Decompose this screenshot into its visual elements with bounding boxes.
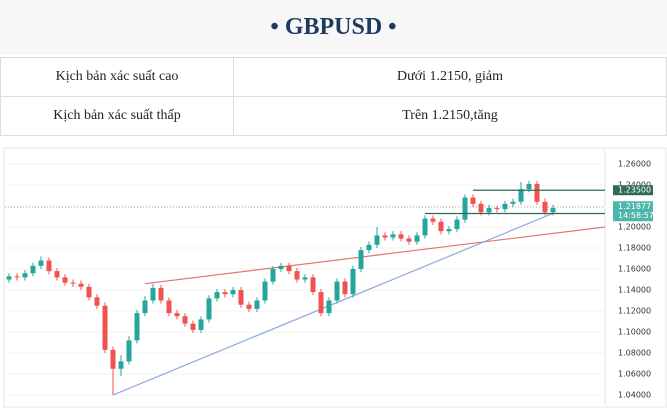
candle-body	[214, 292, 220, 299]
trendline	[112, 212, 554, 396]
candle-body	[134, 313, 140, 341]
candle-body	[22, 273, 28, 278]
chart-frame	[3, 147, 667, 408]
candle-body	[534, 183, 540, 202]
candle-body	[38, 260, 44, 266]
candle-body	[174, 313, 180, 317]
candle-body	[358, 250, 364, 269]
candle-body	[398, 234, 404, 239]
y-tick-label: 1.20000	[618, 222, 651, 231]
candle-body	[294, 271, 300, 280]
y-tick-label: 1.24000	[618, 180, 651, 189]
candle-body	[486, 208, 492, 213]
candle-body	[14, 276, 20, 278]
y-tick-label: 1.10000	[618, 328, 651, 337]
candle-body	[510, 201, 516, 204]
y-tick-label: 1.06000	[618, 370, 651, 379]
row: Kịch bản xác suất thấp Trên 1.2150,tăng	[0, 96, 667, 136]
candle-body	[382, 235, 388, 238]
candle-body	[494, 208, 500, 210]
candle-body	[342, 281, 348, 295]
candle-body	[334, 281, 340, 301]
candle-body	[462, 197, 468, 220]
candle-body	[198, 319, 204, 330]
scenario-table: Kịch bản xác suất cao Dưới 1.2150, giảm K…	[0, 57, 667, 136]
candle-body	[254, 300, 260, 309]
candle-body	[422, 218, 428, 236]
candle-body	[94, 297, 100, 306]
y-tick-label: 1.12000	[618, 307, 651, 316]
current-time-label: 14:58:57	[618, 211, 654, 220]
y-tick-label: 1.04000	[618, 391, 651, 400]
candle-body	[390, 234, 396, 238]
candle-body	[550, 208, 556, 213]
candle-body	[230, 289, 236, 295]
candle-body	[374, 235, 380, 245]
candle-body	[526, 183, 532, 190]
candle-body	[62, 277, 68, 283]
y-tick-label: 1.18000	[618, 243, 651, 252]
candle-body	[438, 221, 444, 232]
candle-body	[518, 189, 524, 202]
trendline	[144, 226, 606, 285]
candle-body	[454, 219, 460, 230]
candle-body	[366, 244, 372, 251]
candle-body	[182, 316, 188, 324]
candle-body	[414, 235, 420, 242]
candle-body	[78, 283, 84, 287]
candle-body	[542, 201, 548, 213]
candle-body	[158, 287, 164, 301]
candle-body	[30, 265, 36, 274]
candle-body	[150, 287, 156, 301]
cell: Kịch bản xác suất thấp	[0, 96, 234, 136]
candle-body	[246, 304, 252, 309]
candle-body	[86, 286, 92, 298]
current-price-tag	[613, 201, 653, 222]
row: Kịch bản xác suất cao Dưới 1.2150, giảm	[0, 57, 667, 97]
y-tick-label: 1.14000	[618, 285, 651, 294]
title: • GBPUSD •	[0, 0, 667, 55]
candle-body	[126, 340, 132, 362]
cell: Kịch bản xác suất cao	[0, 57, 234, 97]
candle-body	[6, 276, 12, 280]
candle-body	[350, 268, 356, 295]
candle-body	[46, 260, 52, 272]
candle-body	[326, 300, 332, 314]
candle-body	[262, 281, 268, 301]
candle-body	[238, 289, 244, 305]
y-tick-label: 1.08000	[618, 349, 651, 358]
cell: Trên 1.2150,tăng	[233, 96, 667, 136]
candle-body	[278, 265, 284, 269]
candle-body	[430, 218, 436, 222]
candle-body	[270, 268, 276, 282]
candle-body	[222, 292, 228, 295]
candle-body	[142, 300, 148, 314]
candle-body	[502, 203, 508, 210]
candle-body	[286, 265, 292, 272]
price-tag-label: 1.23500	[618, 186, 651, 195]
candle-body	[446, 229, 452, 232]
y-tick-label: 1.16000	[618, 264, 651, 273]
candle-body	[470, 197, 476, 204]
y-tick-label: 1.26000	[618, 159, 651, 168]
candle-body	[110, 349, 116, 369]
candle-body	[54, 271, 60, 278]
candle-body	[166, 300, 172, 314]
candle-body	[310, 277, 316, 293]
candle-body	[102, 305, 108, 350]
candle-body	[118, 361, 124, 369]
candle-body	[318, 292, 324, 314]
candle-body	[406, 238, 412, 242]
candle-body	[302, 277, 308, 280]
candle-body	[206, 298, 212, 320]
price-tag	[613, 185, 653, 196]
candle-body	[70, 282, 76, 284]
candle-body	[190, 323, 196, 330]
current-price-label: 1.21877	[618, 202, 651, 211]
candle-body	[478, 203, 484, 213]
